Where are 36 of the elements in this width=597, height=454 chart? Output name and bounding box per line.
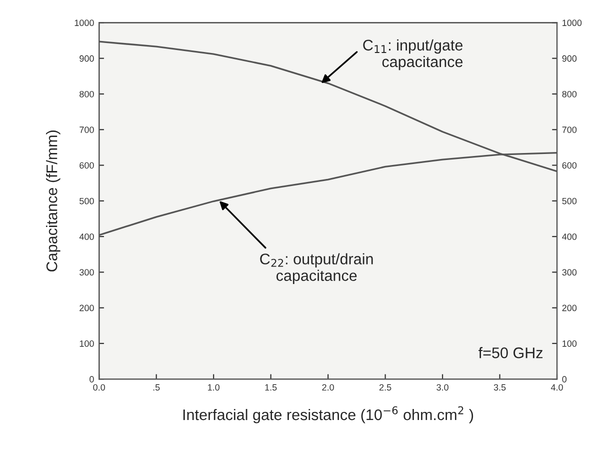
y-axis-title: Capacitance (fF/mm): [46, 130, 60, 272]
x-tick-label: 1.5: [265, 384, 277, 391]
x-tick-label: 1.0: [208, 384, 220, 391]
y2-tick-label: 800: [562, 90, 577, 98]
y-tick-label: 400: [79, 234, 94, 240]
y2-tick-label: 200: [562, 304, 577, 312]
y2-tick-label: 0: [562, 376, 567, 382]
x-tick-label: 2.0: [322, 384, 334, 391]
y-tick-label: 700: [80, 126, 94, 133]
annotation: C$_{11}$: input/gate capacitance: [363, 39, 463, 70]
x-tick-label: 4.0: [550, 384, 563, 391]
y-tick-label: 100: [80, 340, 94, 347]
x-tick-label: 3.0: [436, 384, 448, 391]
y2-tick-label: 600: [562, 162, 577, 169]
x-axis-title: Interfacial gate resistance (10$^{−6}$ ohm.cm$^{2}$ ): [183, 406, 474, 424]
y2-tick-label: 700: [562, 126, 577, 133]
x-tick-label: 2.5: [379, 384, 392, 391]
annotation: f=50 GHz: [478, 347, 543, 358]
x-tick-label: .5: [153, 384, 160, 391]
x-tick-label: 0.0: [93, 384, 106, 391]
x-tick-label: 3.5: [494, 384, 506, 391]
y-tick-label: 1000: [74, 20, 94, 26]
y-tick-label: 800: [80, 90, 94, 98]
y-tick-label: 500: [80, 198, 94, 204]
y-tick-label: 0: [90, 376, 94, 382]
y-tick-label: 900: [80, 55, 94, 62]
y2-tick-label: 900: [562, 55, 577, 62]
y2-tick-label: 100: [562, 340, 577, 347]
y-tick-label: 200: [80, 304, 94, 312]
y2-tick-label: 400: [562, 234, 577, 240]
annotation: C$_{22}$: output/drain capacitance: [260, 253, 373, 284]
y2-tick-label: 500: [562, 198, 577, 204]
y-tick-label: 300: [80, 269, 94, 276]
y-tick-label: 600: [80, 162, 94, 169]
y2-tick-label: 300: [562, 269, 577, 276]
y2-tick-label: 1000: [562, 20, 582, 26]
